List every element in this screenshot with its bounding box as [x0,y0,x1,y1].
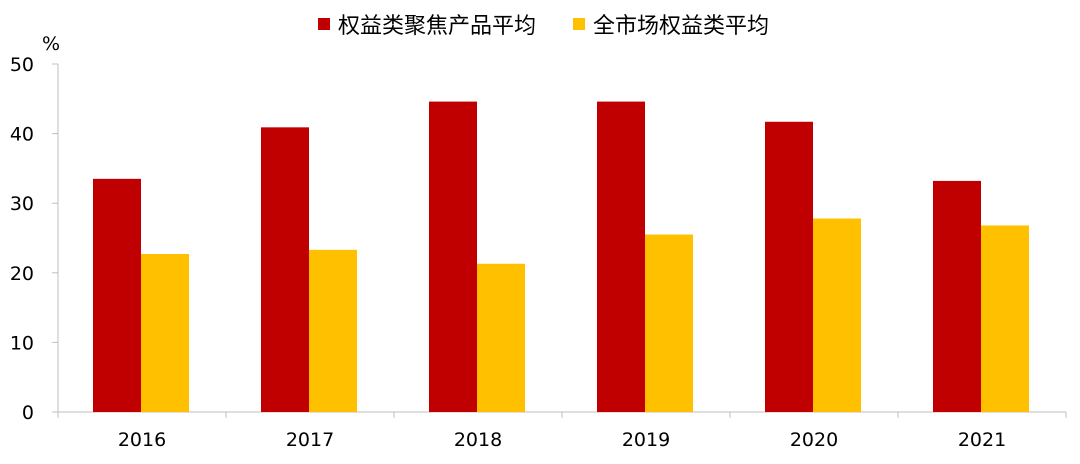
y-tick-label: 50 [10,54,34,76]
legend-swatch [573,18,585,30]
x-tick-label: 2020 [790,429,838,451]
bar-series-2 [645,234,693,412]
bar-series-2 [309,249,357,412]
legend: 权益类聚焦产品平均 全市场权益类平均 [318,14,769,39]
bar-series-1 [429,101,477,413]
bar-series-1 [597,101,645,413]
legend-label: 权益类聚焦产品平均 [338,14,536,39]
y-axis: 0 10 20 30 40 50 [10,54,59,424]
x-tick-label: 2016 [118,429,166,451]
y-tick-label: 10 [10,332,34,354]
x-tick-label: 2021 [958,429,1006,451]
bars [93,101,1029,413]
bar-series-2 [813,218,861,412]
y-axis-unit: % [42,33,60,55]
y-tick-label: 20 [10,263,34,285]
y-tick-label: 40 [10,124,34,146]
bar-series-1 [261,127,309,412]
bar-series-1 [93,178,141,412]
bar-series-2 [981,225,1029,412]
y-tick-label: 0 [22,402,34,424]
legend-swatch [318,18,330,30]
x-tick-label: 2018 [454,429,502,451]
x-tick-label: 2017 [286,429,334,451]
y-tick-label: 30 [10,193,34,215]
bar-series-2 [477,263,525,412]
bar-series-2 [141,254,189,412]
x-axis: 2016 2017 2018 2019 2020 2021 [57,411,1067,451]
legend-label: 全市场权益类平均 [593,14,769,39]
bar-series-1 [765,121,813,412]
bar-series-1 [933,180,981,412]
x-tick-label: 2019 [622,429,670,451]
